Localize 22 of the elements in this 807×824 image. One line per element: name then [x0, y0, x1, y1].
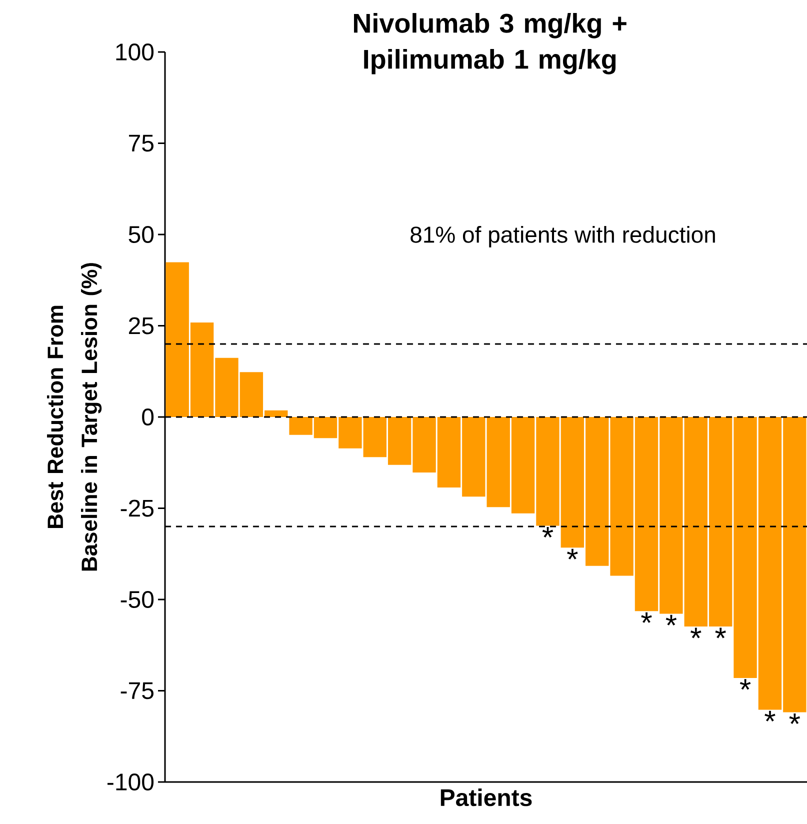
data-label: * [740, 679, 751, 690]
data-label: * [690, 628, 702, 638]
y-tick-label: 0 [142, 408, 154, 426]
data-label: * [666, 614, 677, 626]
y-tick-label: -50 [120, 590, 154, 608]
data-label: * [789, 713, 800, 724]
y-tick-label: -25 [120, 500, 154, 517]
y-tick-label: 25 [128, 317, 154, 334]
x-axis-title: Patients [440, 788, 532, 806]
data-label: * [715, 628, 726, 638]
data-label: * [641, 612, 652, 623]
y-tick-label: 75 [129, 134, 154, 152]
data-label: * [567, 548, 578, 560]
chart-title: Nivolumab 3 mg/kg + Ipilimumab 1 mg/kg [354, 13, 626, 74]
y-tick-label: 50 [128, 226, 154, 243]
annotation: 81% of patients with reduction [410, 226, 715, 248]
data-label: * [542, 526, 554, 538]
y-tick-label: -100 [108, 773, 154, 790]
data-label: * [764, 710, 776, 722]
y-tick-label: -75 [120, 682, 154, 700]
y-axis-title: Best Reduction From Baseline in Target Lesion (%) [47, 263, 102, 571]
y-tick-label: 100 [116, 43, 154, 60]
